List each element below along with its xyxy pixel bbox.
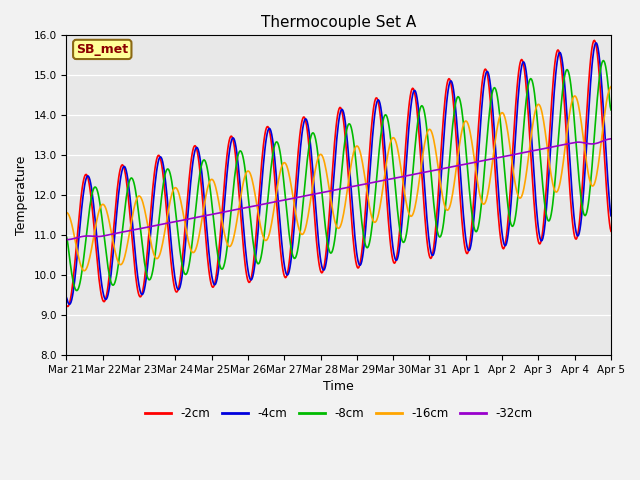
Line: -2cm: -2cm: [67, 40, 611, 306]
-8cm: [422, 115, 429, 121]
-2cm: [63, 303, 70, 309]
-16cm: [72, 243, 80, 249]
Text: SB_met: SB_met: [76, 43, 129, 56]
-8cm: [607, 107, 615, 113]
-16cm: [81, 268, 88, 274]
-16cm: [129, 210, 137, 216]
-2cm: [406, 98, 413, 104]
-16cm: [607, 84, 615, 90]
-4cm: [63, 295, 70, 300]
-2cm: [73, 236, 81, 241]
-32cm: [212, 211, 220, 216]
-2cm: [213, 265, 221, 271]
-32cm: [129, 227, 136, 233]
-4cm: [592, 40, 600, 46]
Line: -4cm: -4cm: [67, 43, 611, 304]
Title: Thermocouple Set A: Thermocouple Set A: [261, 15, 417, 30]
-4cm: [422, 196, 429, 202]
-4cm: [129, 227, 137, 232]
-16cm: [422, 137, 429, 143]
-2cm: [129, 248, 137, 253]
-32cm: [72, 235, 80, 241]
-8cm: [129, 177, 137, 183]
-16cm: [213, 191, 221, 196]
-4cm: [184, 206, 192, 212]
Legend: -2cm, -4cm, -8cm, -16cm, -32cm: -2cm, -4cm, -8cm, -16cm, -32cm: [140, 402, 538, 425]
-4cm: [213, 276, 221, 281]
-4cm: [73, 255, 81, 261]
-32cm: [607, 136, 615, 142]
-8cm: [184, 265, 192, 271]
X-axis label: Time: Time: [323, 380, 354, 393]
-8cm: [406, 206, 413, 212]
-8cm: [73, 288, 81, 293]
-2cm: [64, 303, 72, 309]
Line: -32cm: -32cm: [67, 139, 611, 240]
-4cm: [406, 118, 413, 123]
Line: -8cm: -8cm: [67, 60, 611, 290]
-8cm: [72, 288, 80, 293]
-32cm: [184, 216, 191, 222]
-2cm: [591, 37, 598, 43]
-4cm: [607, 213, 615, 219]
-16cm: [184, 239, 192, 244]
Y-axis label: Temperature: Temperature: [15, 156, 28, 235]
Line: -16cm: -16cm: [67, 87, 611, 271]
-32cm: [421, 169, 429, 175]
-8cm: [600, 58, 607, 63]
-16cm: [406, 212, 413, 218]
-32cm: [63, 237, 70, 242]
-8cm: [213, 248, 221, 253]
-8cm: [63, 234, 70, 240]
-16cm: [63, 210, 70, 216]
-2cm: [607, 228, 615, 234]
-2cm: [184, 185, 192, 191]
-4cm: [65, 301, 73, 307]
-32cm: [405, 172, 413, 178]
-2cm: [422, 221, 429, 227]
